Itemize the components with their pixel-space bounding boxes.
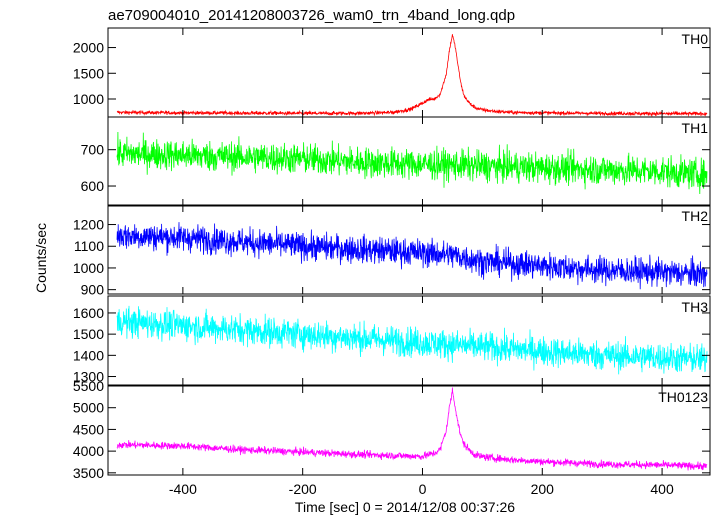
x-tick-label: 200 [531, 481, 555, 497]
y-tick-label: 4000 [73, 443, 104, 459]
x-tick-label: 400 [650, 481, 674, 497]
y-tick-label: 3500 [73, 465, 104, 481]
y-tick-label: 4500 [73, 421, 104, 437]
series-th0-line [116, 34, 708, 118]
y-tick-label: 900 [81, 282, 105, 298]
y-tick-label: 5500 [73, 378, 104, 394]
y-tick-label: 1200 [73, 217, 104, 233]
series-th2-line [116, 222, 708, 290]
chart-title: ae709004010_20141208003726_wam0_trn_4ban… [108, 7, 515, 24]
y-tick-label: 1400 [73, 347, 104, 363]
panel-frame-th3 [107, 295, 711, 386]
series-th1-line [116, 131, 708, 195]
panel-label-th1: TH1 [682, 120, 709, 136]
panel-label-th0: TH0 [682, 31, 709, 47]
y-tick-label: 1000 [73, 91, 104, 107]
x-tick-label: 0 [419, 481, 427, 497]
panel-label-th3: TH3 [682, 299, 709, 315]
panel-label-th0123: TH0123 [658, 389, 708, 405]
y-tick-label: 1100 [74, 238, 104, 254]
x-tick-label: -200 [289, 481, 317, 497]
x-axis-label: Time [sec] 0 = 2014/12/08 00:37:26 [295, 499, 515, 515]
panel-label-th2: TH2 [682, 208, 709, 224]
panels-group: 100015002000TH0600700TH1900100011001200T… [73, 27, 711, 497]
y-axis-label: Counts/sec [33, 223, 49, 293]
y-tick-label: 600 [81, 178, 105, 194]
y-tick-label: 1500 [73, 326, 104, 342]
y-tick-label: 1500 [73, 65, 104, 81]
y-tick-label: 5000 [73, 400, 104, 416]
series-th3-line [116, 305, 708, 375]
panel-frame-th1 [107, 116, 711, 207]
y-tick-label: 700 [81, 142, 105, 158]
panel-frame-th0 [107, 27, 711, 118]
panel-frame-th2 [107, 204, 711, 295]
x-tick-label: -400 [169, 481, 197, 497]
y-tick-label: 1300 [73, 369, 104, 385]
y-tick-label: 1600 [73, 305, 104, 321]
y-tick-label: 1000 [73, 260, 104, 276]
panel-frame-th0123 [107, 385, 711, 476]
series-th0123-line [116, 387, 708, 471]
y-tick-label: 2000 [73, 40, 104, 56]
